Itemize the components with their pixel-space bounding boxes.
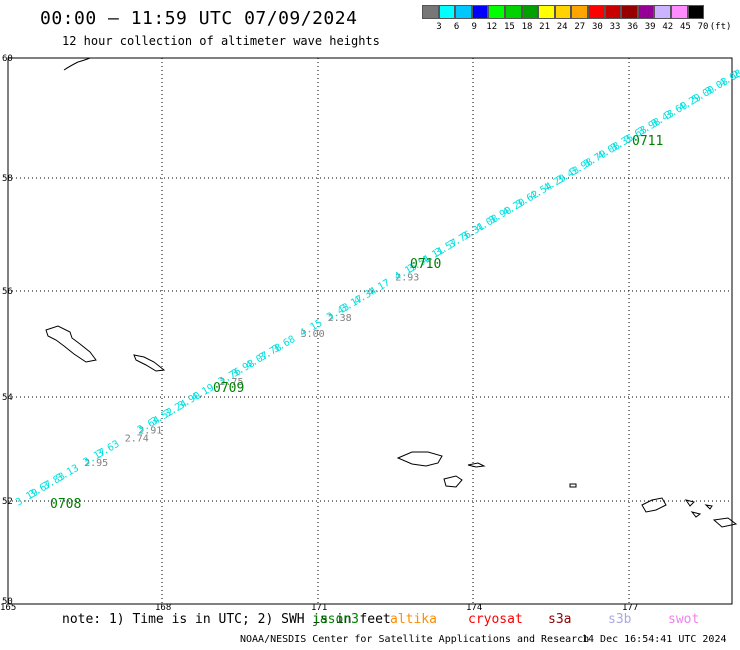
wave-height-value: 2.00 [731, 60, 740, 82]
longitude-label: 165 [0, 603, 16, 613]
longitude-label: 171 [311, 603, 327, 613]
wave-height-value: 2.38 [328, 313, 352, 324]
latitude-label: 56 [2, 287, 13, 297]
colorbar-swatch [488, 5, 505, 19]
latitude-label: 58 [2, 174, 13, 184]
wave-height-value: 2.95 [84, 458, 108, 469]
colorbar-swatch [554, 5, 572, 19]
colorbar-swatch [538, 5, 555, 19]
semichi-islands [467, 462, 486, 468]
satellite-legend-item: altika [390, 612, 437, 627]
satellite-legend-item: swot [668, 612, 700, 627]
colorbar-label: 21 [539, 22, 551, 32]
colorbar-label: 24 [556, 22, 568, 32]
rat-island-group [684, 499, 738, 528]
colorbar-label: 27 [574, 22, 586, 32]
latitude-label: 54 [2, 393, 13, 403]
longitude-label: 174 [466, 603, 482, 613]
wave-height-value: 3.68 [271, 334, 297, 356]
colorbar-swatch [621, 5, 638, 19]
generation-timestamp: 14 Dec 16:54:41 UTC 2024 [582, 634, 727, 645]
pass-date-label: 0711 [632, 134, 663, 149]
colorbar-label: 70 [697, 22, 709, 32]
medny-island [133, 354, 166, 372]
colorbar-label: 45 [679, 22, 691, 32]
wave-height-value: 2.75 [219, 377, 243, 388]
latitude-label: 52 [2, 497, 13, 507]
wave-height-value: 2.91 [138, 426, 162, 437]
satellite-legend-item: s3a [548, 612, 572, 627]
colorbar-label: 18 [521, 22, 533, 32]
colorbar-swatch [422, 5, 439, 19]
pass-date-label: 0710 [410, 257, 441, 272]
coastlines [45, 57, 738, 528]
map-subtitle: 12 hour collection of altimeter wave hei… [62, 34, 380, 48]
colorbar-swatch [670, 5, 688, 19]
colorbar-label: 6 [453, 22, 460, 32]
kamchatka-coastline [63, 57, 91, 71]
satellite-legend-item: s3b [608, 612, 632, 627]
colorbar-label: 3 [436, 22, 442, 32]
colorbar-label: 15 [503, 22, 515, 32]
colorbar-label: (ft) [709, 22, 732, 32]
colorbar-swatch [604, 5, 622, 19]
units-note: note: 1) Time is in UTC; 2) SWH is in fe… [62, 612, 391, 627]
credit-line: NOAA/NESDIS Center for Satellite Applica… [240, 634, 590, 645]
pass-date-label: 0709 [213, 381, 244, 396]
graticule-grid [7, 57, 733, 605]
wave-height-value: 2.93 [395, 272, 419, 283]
map-frame [7, 57, 733, 605]
colorbar-swatch [587, 5, 605, 19]
colorbar-swatch [504, 5, 522, 19]
colorbar-label: 12 [486, 22, 498, 32]
colorbar-swatch [438, 5, 456, 19]
wave-height-value: 3.63 [95, 439, 121, 461]
colorbar-label: 9 [471, 22, 477, 32]
date-labels: 0708 0709 0710 0711 [50, 134, 663, 512]
colorbar-labels: 3 6 9 12 15 18 21 24 27 30 33 36 39 42 45 70 (ft) [422, 22, 740, 34]
colorbar-label: 42 [662, 22, 674, 32]
satellite-legend-item: jason3 [312, 612, 359, 627]
wave-height-colorbar [422, 5, 705, 19]
satellite-track: 3.193.673.833.13 2.953.173.63 2.742.913.64… [14, 60, 740, 509]
colorbar-label: 30 [591, 22, 603, 32]
bering-island [45, 325, 97, 363]
colorbar-label: 36 [627, 22, 639, 32]
longitude-label: 177 [622, 603, 638, 613]
buldir-island [569, 483, 577, 488]
satellite-legend-item: cryosat [468, 612, 523, 627]
colorbar-swatch [687, 5, 705, 19]
wave-height-value: 2.74 [125, 434, 149, 445]
latitude-label: 50 [2, 597, 13, 607]
colorbar-swatch [637, 5, 655, 19]
agattu-island [443, 475, 463, 488]
latitude-label: 60 [2, 54, 13, 64]
colorbar-swatch [654, 5, 671, 19]
colorbar-swatch [455, 5, 472, 19]
kiska-island [641, 497, 667, 513]
wave-height-value: 4.17 [366, 278, 392, 300]
pass-date-label: 0708 [50, 497, 81, 512]
colorbar-label: 33 [609, 22, 621, 32]
colorbar-label: 39 [644, 22, 656, 32]
colorbar-swatch [571, 5, 588, 19]
colorbar-swatch [471, 5, 489, 19]
longitude-label: 168 [155, 603, 171, 613]
attu-island [396, 451, 443, 467]
map-title: 00:00 – 11:59 UTC 07/09/2024 [40, 8, 358, 29]
colorbar-swatch [521, 5, 539, 19]
wave-height-value: 3.00 [301, 329, 325, 340]
wave-height-value: 3.13 [55, 463, 81, 485]
